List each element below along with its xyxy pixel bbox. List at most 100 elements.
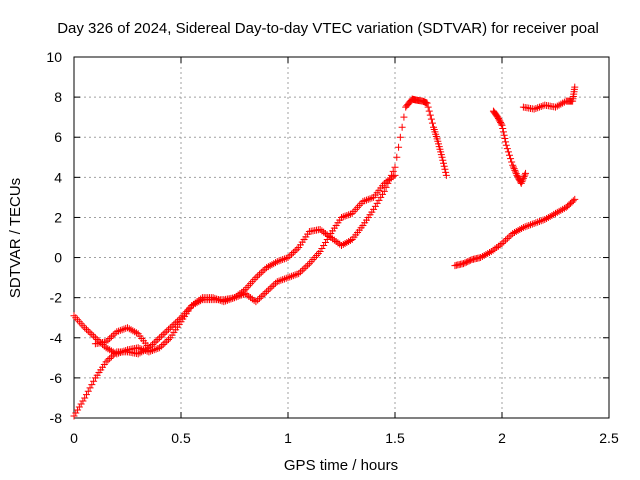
- data-point: [222, 297, 230, 305]
- data-point: [111, 329, 119, 337]
- data-point: [510, 165, 518, 173]
- data-point: [211, 294, 219, 302]
- data-point: [512, 168, 520, 176]
- series-track-c: [91, 324, 153, 352]
- series-track-e: [519, 83, 579, 113]
- data-point: [508, 158, 516, 166]
- data-point: [88, 381, 96, 389]
- data-point: [272, 279, 280, 287]
- data-point: [400, 113, 408, 121]
- data-point: [106, 346, 114, 354]
- data-point: [316, 248, 324, 256]
- data-point: [157, 342, 165, 350]
- data-point: [168, 322, 176, 330]
- data-point: [325, 232, 333, 240]
- data-point: [213, 295, 221, 303]
- data-point: [499, 128, 507, 136]
- data-point: [229, 294, 237, 302]
- data-point: [517, 179, 525, 187]
- data-point: [509, 163, 517, 171]
- data-point: [277, 256, 285, 264]
- data-point: [535, 103, 543, 111]
- data-point: [373, 199, 381, 207]
- data-point: [480, 252, 488, 260]
- data-point: [277, 276, 285, 284]
- data-point: [345, 238, 353, 246]
- y-tick-label: -6: [50, 370, 63, 386]
- data-point: [557, 206, 565, 214]
- data-point: [270, 281, 278, 289]
- data-point: [282, 254, 290, 262]
- data-point: [571, 195, 579, 203]
- data-point: [284, 274, 292, 282]
- data-point: [156, 344, 164, 352]
- data-point: [118, 326, 126, 334]
- data-point: [426, 111, 434, 119]
- data-point: [243, 291, 251, 299]
- data-point: [86, 384, 94, 392]
- data-point: [288, 250, 296, 258]
- data-point: [500, 238, 508, 246]
- data-point: [81, 394, 89, 402]
- data-point: [512, 170, 520, 178]
- data-point: [467, 256, 475, 264]
- data-point: [163, 327, 171, 335]
- data-point: [138, 345, 146, 353]
- data-point: [525, 221, 533, 229]
- data-point: [541, 215, 549, 223]
- data-point: [571, 83, 579, 91]
- data-point: [345, 211, 353, 219]
- data-point: [115, 349, 123, 357]
- data-point: [191, 299, 199, 307]
- data-point: [442, 171, 450, 179]
- data-point: [82, 325, 90, 333]
- data-point: [519, 223, 527, 231]
- data-point: [518, 178, 526, 186]
- data-point: [113, 328, 121, 336]
- data-point: [482, 251, 490, 259]
- data-point: [427, 115, 435, 123]
- data-point: [104, 345, 112, 353]
- x-tick-label: 0: [70, 430, 78, 446]
- data-point: [569, 197, 577, 205]
- data-point: [493, 244, 501, 252]
- data-point: [284, 254, 292, 262]
- data-point: [516, 225, 524, 233]
- data-point: [264, 263, 272, 271]
- data-point: [507, 231, 515, 239]
- data-point: [188, 302, 196, 310]
- data-point: [245, 292, 253, 300]
- data-point: [116, 348, 124, 356]
- data-point: [329, 235, 337, 243]
- data-point: [268, 261, 276, 269]
- data-point: [223, 296, 231, 304]
- data-point: [122, 346, 130, 354]
- data-point: [261, 265, 269, 273]
- data-point: [280, 255, 288, 263]
- data-point: [248, 295, 256, 303]
- data-point: [535, 217, 543, 225]
- data-point: [510, 228, 518, 236]
- x-tick-label: 2: [498, 430, 506, 446]
- data-point: [152, 337, 160, 345]
- data-point: [341, 212, 349, 220]
- data-point: [109, 331, 117, 339]
- data-point: [220, 298, 228, 306]
- data-point: [129, 327, 137, 335]
- data-point: [346, 210, 354, 218]
- y-axis-title: SDTVAR / TECUs: [7, 178, 24, 298]
- data-point: [519, 176, 527, 184]
- data-point: [84, 327, 92, 335]
- data-point: [82, 391, 90, 399]
- data-point: [505, 233, 513, 241]
- data-point: [289, 272, 297, 280]
- data-point: [236, 292, 244, 300]
- data-point: [140, 346, 148, 354]
- data-point: [148, 346, 156, 354]
- data-point: [546, 212, 554, 220]
- data-point: [320, 242, 328, 250]
- data-point: [391, 163, 399, 171]
- data-point: [343, 211, 351, 219]
- data-point: [216, 296, 224, 304]
- data-point: [501, 135, 509, 143]
